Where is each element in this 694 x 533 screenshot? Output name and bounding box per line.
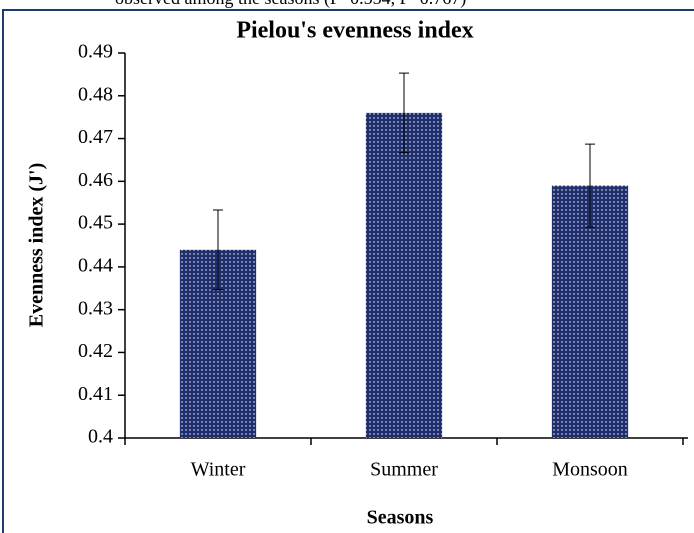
y-tick-label: 0.49 bbox=[78, 41, 113, 63]
y-tick-label: 0.43 bbox=[78, 297, 113, 319]
x-tick-label: Monsoon bbox=[552, 459, 628, 481]
y-axis-label: Evenness index (J') bbox=[26, 163, 48, 327]
x-axis-label: Seasons bbox=[367, 507, 434, 529]
y-tick-label: 0.44 bbox=[78, 254, 113, 276]
y-tick-label: 0.4 bbox=[88, 426, 113, 448]
y-tick-label: 0.41 bbox=[78, 383, 113, 405]
y-tick-label: 0.45 bbox=[78, 212, 113, 234]
x-tick-label: Winter bbox=[191, 459, 246, 481]
caption: observed among the seasons (F=0.554, P=0… bbox=[115, 0, 466, 9]
chart-title: Pielou's evenness index bbox=[236, 18, 473, 44]
y-tick-label: 0.47 bbox=[78, 126, 113, 148]
x-tick-label: Summer bbox=[370, 459, 438, 481]
bar bbox=[365, 112, 443, 438]
y-tick-label: 0.42 bbox=[78, 340, 113, 362]
frame bbox=[2, 9, 694, 533]
bar bbox=[551, 185, 629, 438]
y-tick-label: 0.48 bbox=[78, 83, 113, 105]
y-tick-label: 0.46 bbox=[78, 169, 113, 191]
